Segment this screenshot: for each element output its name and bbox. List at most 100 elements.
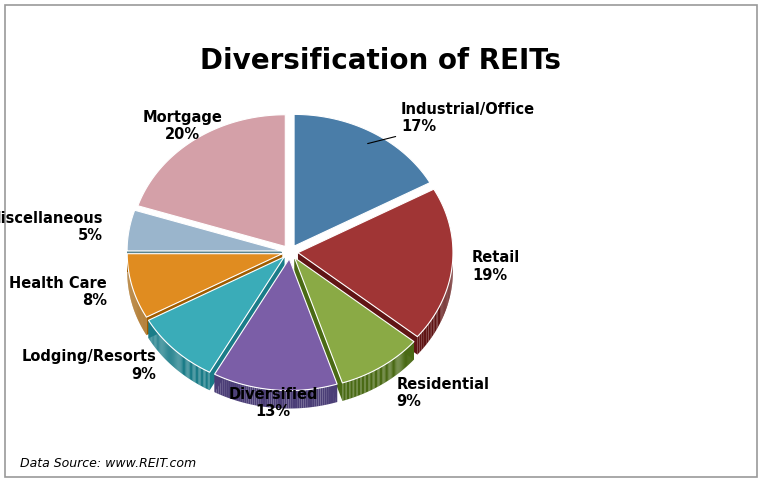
Polygon shape xyxy=(207,371,208,389)
Polygon shape xyxy=(202,368,203,387)
Polygon shape xyxy=(190,361,191,380)
Polygon shape xyxy=(310,389,312,407)
Polygon shape xyxy=(294,257,414,383)
Polygon shape xyxy=(348,381,350,399)
Polygon shape xyxy=(441,300,443,321)
Polygon shape xyxy=(196,365,197,384)
Polygon shape xyxy=(166,342,167,361)
Polygon shape xyxy=(269,389,271,408)
Polygon shape xyxy=(327,386,329,404)
Polygon shape xyxy=(370,372,371,391)
Polygon shape xyxy=(232,381,234,400)
Polygon shape xyxy=(376,369,377,388)
Polygon shape xyxy=(187,360,189,378)
Polygon shape xyxy=(434,315,435,335)
Polygon shape xyxy=(425,326,427,346)
Polygon shape xyxy=(413,342,414,361)
Polygon shape xyxy=(271,389,274,408)
Polygon shape xyxy=(167,343,168,362)
Polygon shape xyxy=(401,353,402,372)
Polygon shape xyxy=(351,380,352,399)
Polygon shape xyxy=(204,370,206,388)
Polygon shape xyxy=(127,210,282,251)
Polygon shape xyxy=(350,380,351,399)
Polygon shape xyxy=(223,377,224,396)
Polygon shape xyxy=(183,356,184,375)
Polygon shape xyxy=(230,380,232,399)
Polygon shape xyxy=(325,387,327,405)
Polygon shape xyxy=(240,384,242,402)
Polygon shape xyxy=(432,317,434,337)
Polygon shape xyxy=(261,388,263,407)
Polygon shape xyxy=(180,354,181,373)
Polygon shape xyxy=(354,379,355,398)
Polygon shape xyxy=(184,357,185,376)
Polygon shape xyxy=(419,333,421,352)
Polygon shape xyxy=(173,348,174,367)
Polygon shape xyxy=(157,332,158,351)
Polygon shape xyxy=(306,389,308,408)
Polygon shape xyxy=(377,368,379,387)
Polygon shape xyxy=(169,345,170,364)
Polygon shape xyxy=(149,257,284,338)
Polygon shape xyxy=(386,363,387,382)
Polygon shape xyxy=(329,386,331,404)
Text: Mortgage
20%: Mortgage 20% xyxy=(142,110,223,142)
Polygon shape xyxy=(298,253,418,355)
Polygon shape xyxy=(359,377,360,395)
Polygon shape xyxy=(127,254,282,317)
Polygon shape xyxy=(216,375,219,394)
Polygon shape xyxy=(403,351,404,370)
Polygon shape xyxy=(404,350,405,369)
Polygon shape xyxy=(168,344,169,363)
Polygon shape xyxy=(294,257,342,401)
Polygon shape xyxy=(335,384,337,402)
Polygon shape xyxy=(394,358,395,376)
Polygon shape xyxy=(396,356,398,375)
Polygon shape xyxy=(171,347,172,366)
Polygon shape xyxy=(255,387,257,405)
Polygon shape xyxy=(191,362,192,381)
Polygon shape xyxy=(154,328,155,347)
Polygon shape xyxy=(293,390,295,408)
Polygon shape xyxy=(447,285,448,305)
Polygon shape xyxy=(153,327,154,346)
Polygon shape xyxy=(155,330,156,349)
Polygon shape xyxy=(319,388,321,406)
Polygon shape xyxy=(399,354,401,373)
Polygon shape xyxy=(146,254,282,335)
Polygon shape xyxy=(437,308,439,328)
Text: Miscellaneous
5%: Miscellaneous 5% xyxy=(0,211,103,243)
Polygon shape xyxy=(160,335,161,354)
Polygon shape xyxy=(198,366,200,385)
Polygon shape xyxy=(158,334,160,353)
Polygon shape xyxy=(360,376,362,395)
Polygon shape xyxy=(355,378,357,397)
Polygon shape xyxy=(372,371,373,389)
Polygon shape xyxy=(347,381,348,400)
Polygon shape xyxy=(238,383,240,402)
Polygon shape xyxy=(371,372,372,390)
Polygon shape xyxy=(393,359,394,377)
Polygon shape xyxy=(398,355,399,374)
Polygon shape xyxy=(287,390,289,409)
Polygon shape xyxy=(302,390,303,408)
Polygon shape xyxy=(182,356,183,375)
Polygon shape xyxy=(200,368,202,387)
Polygon shape xyxy=(314,388,316,407)
Polygon shape xyxy=(342,383,344,401)
Polygon shape xyxy=(395,357,396,376)
Polygon shape xyxy=(149,257,284,372)
Polygon shape xyxy=(352,379,354,398)
Polygon shape xyxy=(445,293,446,313)
Polygon shape xyxy=(321,388,322,406)
Polygon shape xyxy=(391,360,392,379)
Polygon shape xyxy=(156,331,157,350)
Polygon shape xyxy=(127,251,282,269)
Polygon shape xyxy=(407,348,408,366)
Polygon shape xyxy=(176,351,178,370)
Polygon shape xyxy=(252,387,255,405)
Polygon shape xyxy=(331,385,333,403)
Polygon shape xyxy=(220,377,223,396)
Polygon shape xyxy=(421,330,423,350)
